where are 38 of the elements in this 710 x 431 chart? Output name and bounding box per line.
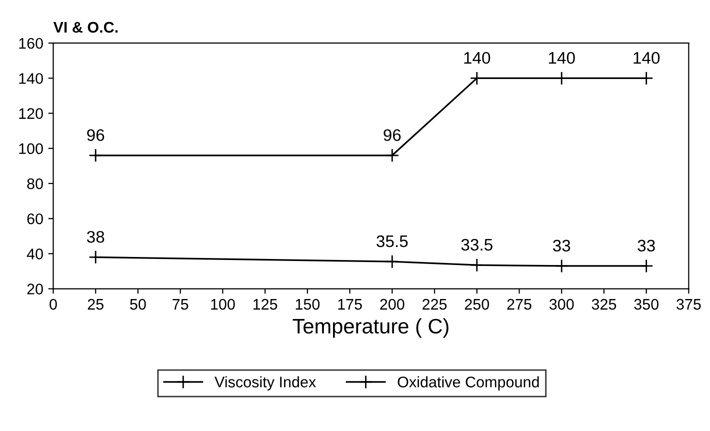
data-label: 96: [87, 129, 104, 141]
y-tick-label: 140: [19, 73, 43, 84]
y-tick-label: 40: [26, 248, 43, 260]
y-tick-label: 20: [27, 284, 43, 294]
x-tick-label: 125: [253, 298, 278, 310]
x-tick-label: 0: [50, 298, 57, 310]
x-tick-label: 225: [422, 298, 447, 310]
x-tick-label: 200: [380, 298, 404, 310]
x-tick-label: 325: [592, 298, 616, 310]
data-label: 96: [384, 129, 401, 141]
data-label: 38: [86, 230, 104, 243]
y-tick-label: 120: [19, 108, 43, 119]
x-tick-label: 250: [464, 298, 490, 310]
y-tick-label: 100: [19, 143, 43, 154]
x-tick-label: 25: [88, 298, 104, 310]
data-label: 33: [638, 240, 655, 252]
x-axis-title: Temperature ( C): [292, 318, 448, 338]
y-tick-label: 60: [27, 213, 43, 224]
x-tick-label: 150: [296, 298, 320, 310]
x-tick-label: 50: [130, 298, 146, 310]
data-label: 140: [634, 52, 660, 64]
legend-label: Oxidative Compound: [398, 376, 539, 390]
y-tick-label: 160: [19, 38, 43, 49]
data-label: 140: [548, 52, 575, 64]
x-tick-label: 350: [634, 298, 658, 310]
data-label: 140: [464, 52, 490, 64]
x-tick-label: 175: [338, 299, 362, 310]
x-tick-label: 300: [549, 298, 574, 310]
x-tick-label: 75: [172, 299, 188, 310]
y-tick-label: 80: [27, 178, 43, 190]
legend-label: Viscosity Index: [214, 376, 316, 390]
y-axis-title: VI & O.C.: [53, 22, 118, 33]
data-label: 33.5: [461, 238, 492, 251]
data-label: 33: [552, 240, 570, 252]
x-tick-label: 275: [507, 298, 532, 310]
x-tick-label: 100: [211, 298, 235, 310]
data-label: 35.5: [376, 235, 408, 248]
x-tick-label: 375: [676, 298, 701, 310]
